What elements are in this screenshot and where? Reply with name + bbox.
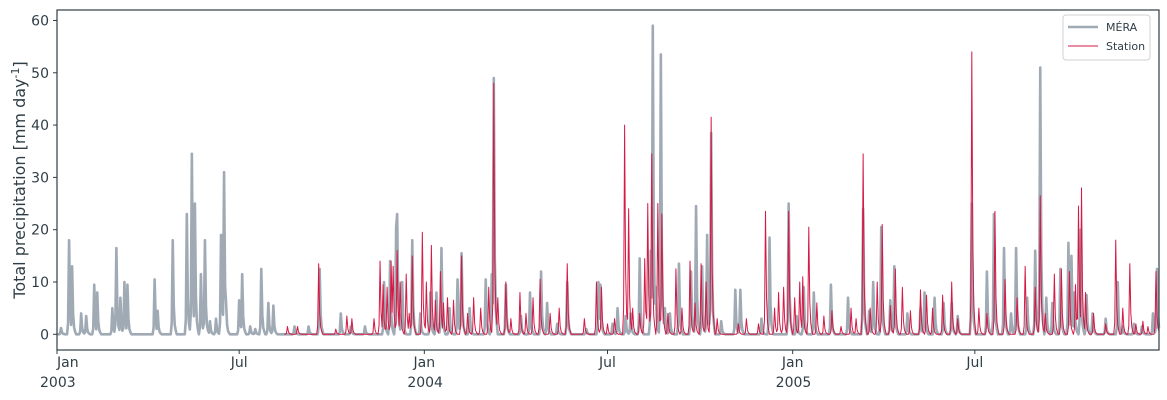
y-axis-title: Total precipitation [mm day-1]	[9, 61, 29, 299]
y-tick-label: 50	[31, 66, 49, 82]
x-tick-year-label: 2003	[40, 375, 76, 391]
x-tick-label: Jul	[230, 355, 248, 371]
y-tick-label: 10	[31, 275, 49, 291]
x-tick-label: Jan	[781, 355, 804, 371]
legend-mera-label: MÉRA	[1106, 21, 1138, 34]
x-tick-label: Jan	[56, 355, 79, 371]
y-tick-label: 40	[31, 118, 49, 134]
y-tick-label: 20	[31, 223, 49, 239]
station-series-line	[284, 51, 1160, 335]
legend-station-label: Station	[1106, 40, 1145, 53]
y-tick-label: 60	[31, 13, 49, 29]
x-tick-year-label: 2005	[776, 375, 812, 391]
legend: MÉRA Station	[1062, 14, 1151, 61]
y-tick-label: 30	[31, 170, 49, 186]
x-tick-label: Jul	[965, 355, 983, 371]
x-tick-year-label: 2004	[407, 375, 443, 391]
x-tick-label: Jan	[413, 355, 436, 371]
x-axis: Jan 2003 Jul Jan 2004 Jul Jan 2005 Jul	[40, 350, 983, 391]
y-tick-label: 0	[40, 327, 49, 343]
plot-frame	[56, 9, 1160, 351]
series-layer	[56, 24, 1161, 336]
x-tick-label: Jul	[598, 355, 616, 371]
y-axis: 0 10 20 30 40 50 60	[31, 13, 57, 343]
